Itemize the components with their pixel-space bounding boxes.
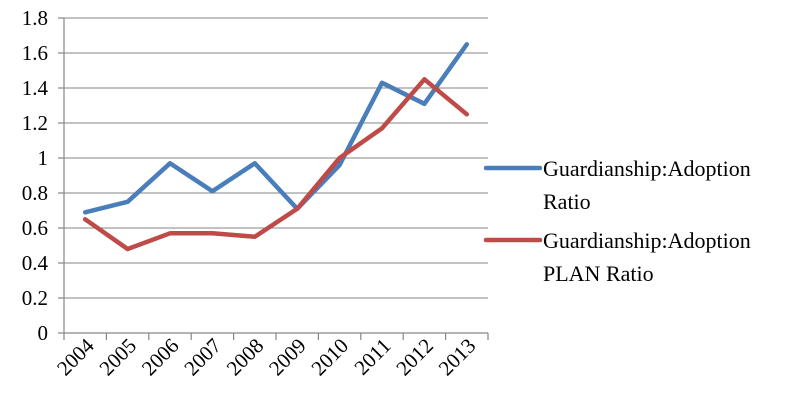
x-tick-label: 2010 [306,334,353,381]
y-tick-label: 1 [38,146,49,170]
series-lines [82,42,470,252]
legend-label-1: Ratio [543,189,591,214]
x-tick-label: 2009 [264,334,311,381]
x-tick-label: 2008 [222,334,269,381]
y-tick-label: 0.6 [22,216,48,240]
legend-label-1: Guardianship:Adoption [543,156,751,181]
series-line-2 [82,77,470,252]
axes [58,17,489,340]
y-tick-label: 1.2 [22,111,48,135]
x-tick-label: 2004 [52,333,99,380]
gridlines [64,17,488,299]
legend-label-2: PLAN Ratio [543,261,654,286]
y-tick-label: 1.8 [22,6,48,30]
x-tick-label: 2011 [349,334,395,380]
series-line-1 [82,42,470,215]
y-tick-label: 0.8 [22,181,48,205]
legend: Guardianship:Adoption Ratio Guardianship:A… [483,156,751,286]
y-tick-label: 1.4 [22,76,49,100]
y-tick-label: 1.6 [22,41,48,65]
y-tick-label: 0.2 [22,286,48,310]
y-tick-label: 0.4 [22,251,49,275]
x-tick-label: 2005 [94,334,141,381]
x-tick-label: 2007 [179,334,226,381]
y-axis-tick-labels: 0 0.2 0.4 0.6 0.8 1 1.2 1.4 1.6 1.8 [22,6,49,345]
legend-label-2: Guardianship:Adoption [543,228,751,253]
x-tick-label: 2012 [391,334,438,381]
y-tick-label: 0 [38,321,49,345]
x-tick-label: 2006 [137,334,184,381]
x-tick-label: 2013 [434,334,481,381]
